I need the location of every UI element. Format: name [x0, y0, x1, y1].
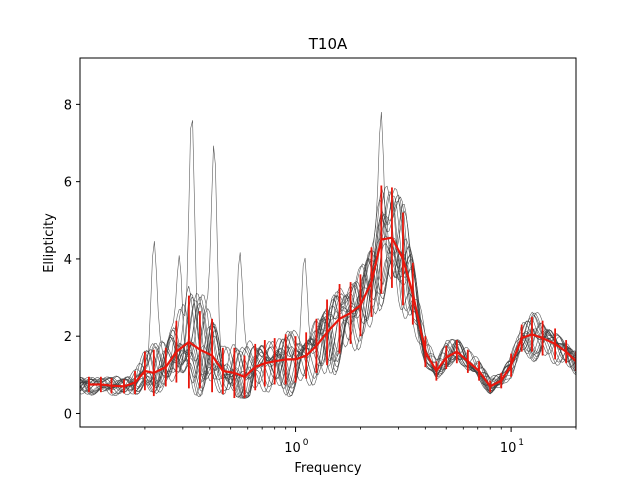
x-tick-label: 10 — [284, 441, 301, 456]
plot-frame — [79, 57, 577, 428]
individual-curve — [80, 196, 576, 396]
individual-curve — [80, 191, 576, 395]
x-axis-label: Frequency — [294, 461, 361, 476]
individual-curve — [80, 194, 576, 393]
mean-curve — [88, 236, 576, 388]
y-tick-label: 0 — [64, 407, 72, 422]
x-tick-exponent: 0 — [303, 438, 309, 448]
individual-curves — [80, 111, 576, 399]
x-tick-label: 10 — [500, 441, 517, 456]
individual-curve — [80, 210, 576, 397]
chart-title: T10A — [308, 35, 348, 53]
y-tick-label: 6 — [64, 176, 72, 191]
y-tick-label: 4 — [64, 253, 72, 268]
individual-curve — [80, 191, 576, 396]
y-tick-label: 2 — [64, 330, 72, 345]
mean-curve-group — [88, 185, 576, 399]
y-tick-label: 8 — [64, 98, 72, 113]
x-tick-exponent: 1 — [518, 438, 524, 448]
y-axis-label: Ellipticity — [42, 213, 57, 273]
